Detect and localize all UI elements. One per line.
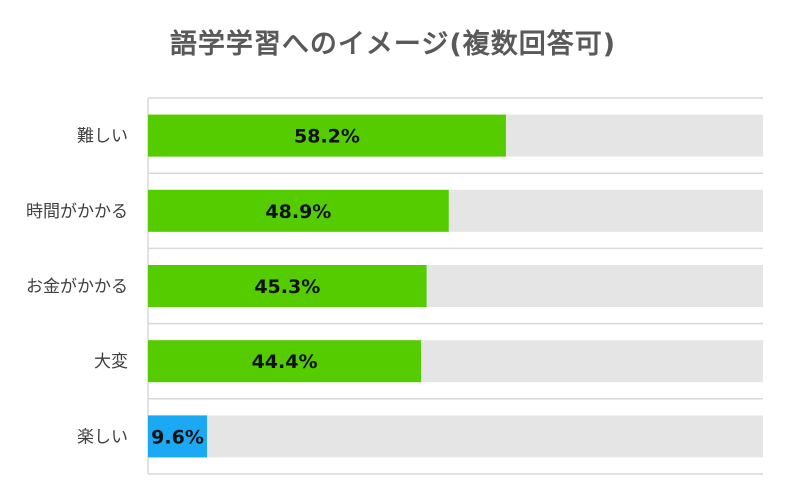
- labels: 難しい 58.2% 時間がかかる 48.9% お金がかかる 45.3% 大変 44.4% 楽しい…: [26, 126, 360, 449]
- bar: [148, 189, 449, 232]
- category-label: 時間がかかる: [26, 202, 128, 222]
- category-label: 難しい: [77, 127, 128, 147]
- chart-title: 語学学習へのイメージ(複数回答可): [169, 29, 617, 60]
- gridlines: [147, 97, 763, 475]
- data-label: 58.2%: [294, 126, 360, 148]
- category-label: お金がかかる: [26, 277, 128, 297]
- data-label: 45.3%: [254, 276, 320, 298]
- bar: [148, 340, 422, 383]
- bar: [148, 415, 208, 458]
- bar: [148, 265, 427, 307]
- bar-track: [148, 415, 763, 458]
- category-label: 楽しい: [77, 427, 128, 447]
- bars: [148, 114, 506, 458]
- data-label: 48.9%: [265, 201, 331, 223]
- category-label: 大変: [94, 352, 128, 372]
- bar: [148, 114, 506, 157]
- data-label: 9.6%: [151, 426, 204, 448]
- data-label: 44.4%: [252, 351, 318, 373]
